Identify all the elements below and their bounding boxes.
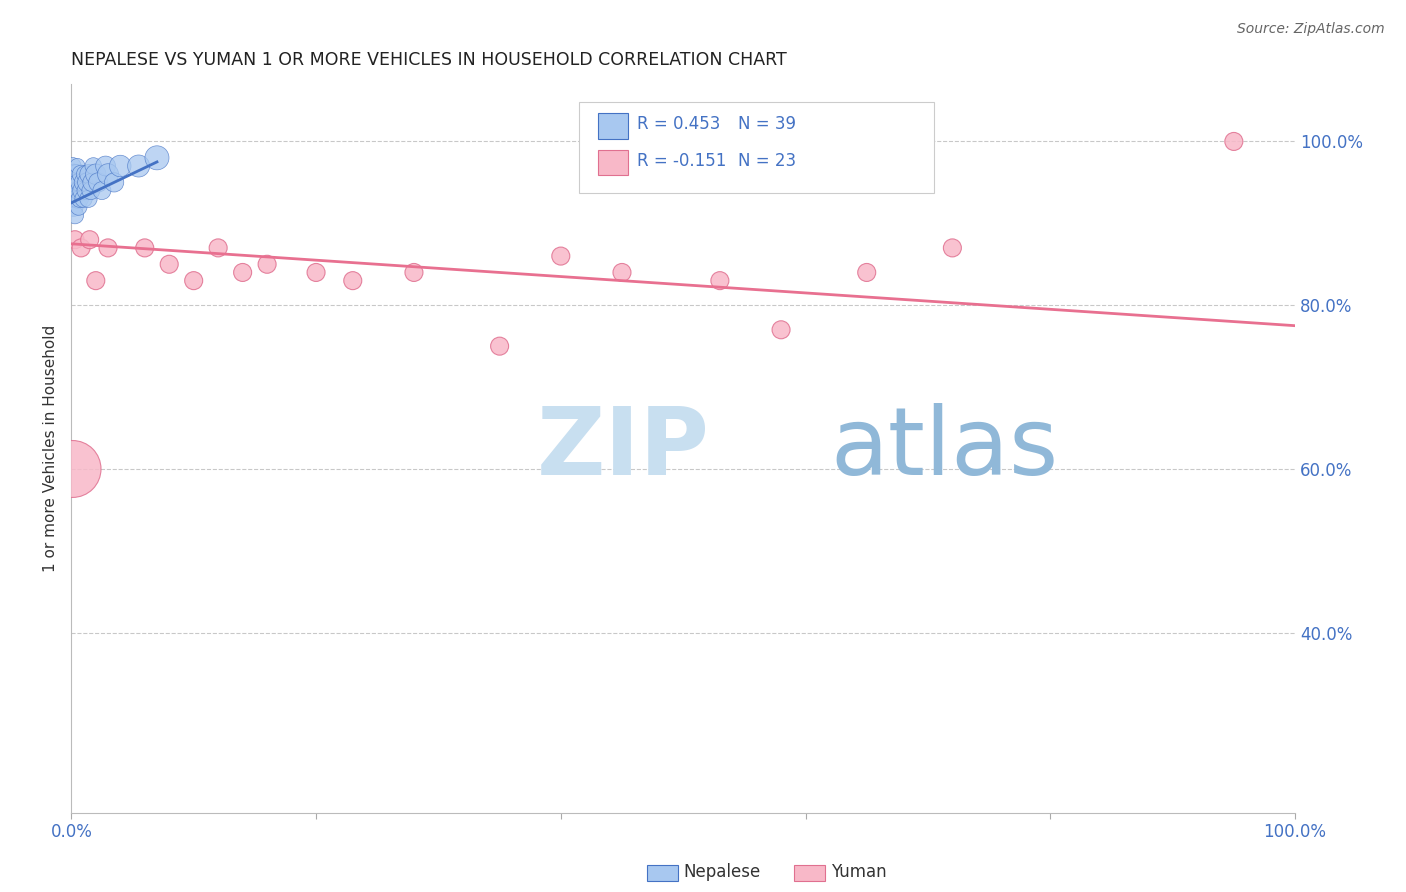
Point: [128, 159, 150, 173]
Point: [63, 233, 86, 247]
Text: Yuman: Yuman: [831, 863, 887, 881]
Point: [90, 184, 112, 198]
Point: [82, 159, 104, 173]
Point: [157, 257, 180, 271]
Point: [72, 175, 94, 189]
Text: NEPALESE VS YUMAN 1 OR MORE VEHICLES IN HOUSEHOLD CORRELATION CHART: NEPALESE VS YUMAN 1 OR MORE VEHICLES IN …: [72, 51, 787, 69]
Point: [62, 159, 84, 173]
Point: [63, 192, 86, 206]
Point: [62, 462, 84, 476]
Point: [70, 241, 93, 255]
Text: R = -0.151: R = -0.151: [637, 152, 725, 169]
Point: [1223, 135, 1246, 149]
Point: [75, 184, 97, 198]
Point: [65, 184, 87, 198]
FancyBboxPatch shape: [598, 150, 628, 175]
Point: [256, 257, 278, 271]
Point: [610, 265, 633, 279]
Point: [76, 175, 98, 189]
Point: [63, 208, 86, 222]
Point: [97, 241, 120, 255]
Point: [69, 192, 91, 206]
Point: [79, 233, 101, 247]
Point: [342, 274, 364, 288]
Point: [69, 175, 91, 189]
Point: [770, 323, 793, 337]
Point: [84, 167, 107, 181]
FancyBboxPatch shape: [598, 113, 628, 139]
Point: [62, 175, 84, 189]
Point: [72, 184, 94, 198]
Point: [550, 249, 572, 263]
Point: [103, 175, 125, 189]
Point: [97, 167, 120, 181]
Point: [77, 192, 100, 206]
Point: [488, 339, 510, 353]
Point: [709, 274, 731, 288]
Point: [146, 151, 169, 165]
Text: atlas: atlas: [830, 402, 1059, 494]
Point: [66, 175, 89, 189]
Point: [110, 159, 132, 173]
Point: [183, 274, 205, 288]
Point: [232, 265, 254, 279]
Point: [207, 241, 229, 255]
Text: N = 23: N = 23: [738, 152, 796, 169]
Point: [67, 200, 90, 214]
Point: [402, 265, 425, 279]
Point: [87, 175, 110, 189]
Point: [63, 175, 86, 189]
Text: Source: ZipAtlas.com: Source: ZipAtlas.com: [1237, 22, 1385, 37]
FancyBboxPatch shape: [579, 103, 934, 194]
Point: [134, 241, 156, 255]
Point: [305, 265, 328, 279]
Point: [84, 274, 107, 288]
Point: [82, 175, 104, 189]
Y-axis label: 1 or more Vehicles in Household: 1 or more Vehicles in Household: [44, 325, 58, 572]
Point: [94, 159, 117, 173]
Point: [72, 192, 94, 206]
Point: [62, 167, 84, 181]
Point: [65, 167, 87, 181]
Text: ZIP: ZIP: [536, 402, 709, 494]
Point: [66, 192, 89, 206]
Point: [70, 167, 93, 181]
Point: [80, 184, 103, 198]
Text: R = 0.453: R = 0.453: [637, 115, 720, 133]
Point: [73, 167, 96, 181]
Point: [855, 265, 877, 279]
Text: Nepalese: Nepalese: [683, 863, 761, 881]
Point: [67, 184, 90, 198]
Point: [62, 192, 84, 206]
Point: [66, 159, 89, 173]
Point: [941, 241, 963, 255]
Point: [79, 167, 101, 181]
Point: [62, 184, 84, 198]
Text: N = 39: N = 39: [738, 115, 796, 133]
Point: [62, 200, 84, 214]
